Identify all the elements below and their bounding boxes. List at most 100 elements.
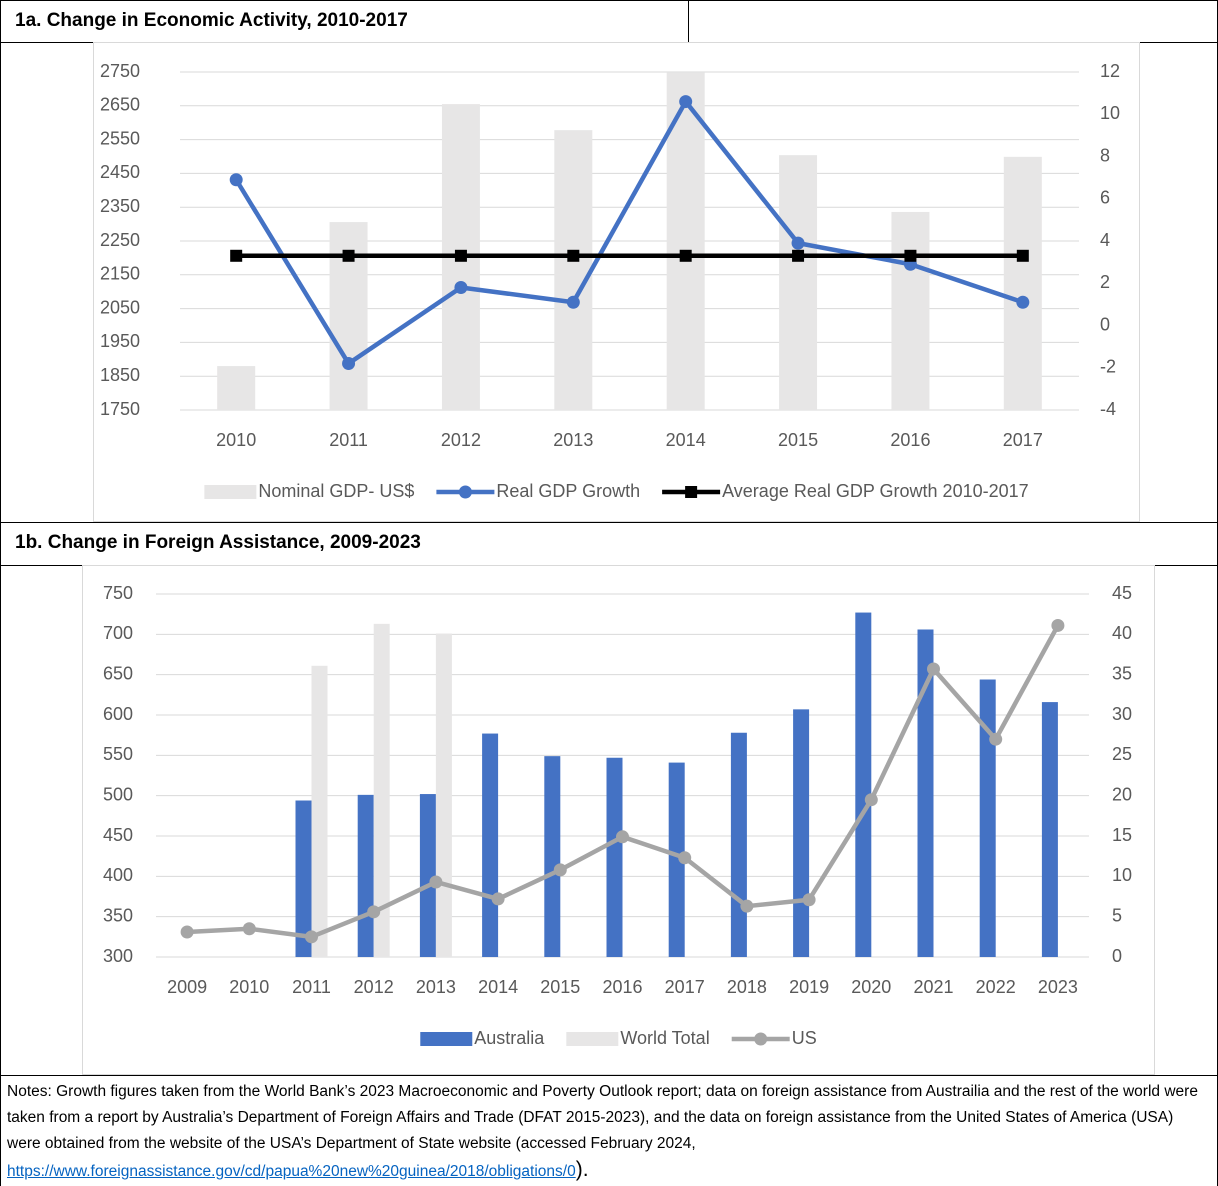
bar <box>295 800 312 957</box>
y2-tick-label: 20 <box>1112 784 1132 804</box>
chart-title: 1a. Change in Economic Activity, 2010-20… <box>15 10 408 31</box>
y2-tick-label: 40 <box>1112 623 1132 643</box>
x-tick-label: 2013 <box>416 977 456 997</box>
legend-label: Average Real GDP Growth 2010-2017 <box>722 481 1029 501</box>
y-tick-label: 2750 <box>100 61 140 81</box>
y-tick-label: 1750 <box>100 399 140 419</box>
marker <box>791 236 805 250</box>
x-tick-label: 2023 <box>1038 977 1078 997</box>
bar <box>311 665 328 957</box>
marker <box>342 357 356 371</box>
bar <box>544 756 561 957</box>
y2-tick-label: 30 <box>1112 704 1132 724</box>
marker <box>242 922 256 936</box>
legend-label: US <box>792 1028 817 1048</box>
y2-tick-label: -4 <box>1100 399 1116 419</box>
y2-tick-label: 6 <box>1100 188 1110 208</box>
x-tick-label: 2015 <box>778 430 818 450</box>
marker <box>616 830 629 844</box>
marker <box>904 249 917 262</box>
x-tick-label: 2010 <box>216 430 256 450</box>
chart-frame <box>93 42 1140 522</box>
x-tick-label: 2018 <box>727 977 767 997</box>
y2-tick-label: 45 <box>1112 583 1132 603</box>
bar <box>891 211 930 410</box>
bar <box>855 612 872 957</box>
bar <box>668 762 685 957</box>
y-tick-label: 2350 <box>100 196 140 216</box>
marker <box>740 899 754 913</box>
marker <box>180 925 194 939</box>
bar <box>419 794 436 957</box>
y2-tick-label: 10 <box>1100 103 1120 123</box>
legend-swatch <box>420 1032 473 1046</box>
legend-swatch <box>204 485 257 499</box>
marker <box>678 851 692 865</box>
x-tick-label: 2011 <box>292 977 331 997</box>
y-tick-label: 550 <box>103 744 133 764</box>
x-tick-label: 2012 <box>354 977 394 997</box>
notes-text: Notes: Growth figures taken from the Wor… <box>7 1083 1198 1152</box>
chart-frame <box>82 565 1155 1075</box>
y-tick-label: 1950 <box>100 331 140 351</box>
y2-tick-label: 2 <box>1100 272 1110 292</box>
link[interactable]: https://www.foreignassistance.gov/cd/pap… <box>7 1163 576 1180</box>
x-tick-label: 2017 <box>665 977 705 997</box>
x-tick-label: 2010 <box>229 977 269 997</box>
marker <box>305 930 318 944</box>
marker <box>679 95 693 109</box>
y-tick-label: 2150 <box>100 264 140 284</box>
chart: 300 350 400 450 500 550 600 650 700 750 0 5 10 15 20 25… <box>103 583 1132 1048</box>
chart: 1750 1850 1950 2050 2150 2250 2350 2450 2550 2650… <box>100 61 1120 501</box>
y-tick-label: 500 <box>103 784 133 804</box>
legend: Nominal GDP- US$ Real GDP Growth Average R… <box>204 481 1029 501</box>
marker <box>754 1032 768 1046</box>
section-header: 1a. Change in Economic Activity, 2010-20… <box>0 0 1218 43</box>
legend-label: Nominal GDP- US$ <box>258 481 414 501</box>
chart-title: 1b. Change in Foreign Assistance, 2009-2… <box>15 532 421 553</box>
marker <box>553 863 567 877</box>
y-tick-label: 450 <box>103 825 133 845</box>
section-header: 1b. Change in Foreign Assistance, 2009-2… <box>0 522 1218 566</box>
y-tick-label: 300 <box>103 946 133 966</box>
y-tick-label: 2550 <box>100 128 140 148</box>
marker <box>989 732 1003 746</box>
y-tick-label: 2050 <box>100 297 140 317</box>
y2-tick-label: 12 <box>1100 61 1120 81</box>
legend-label: World Total <box>620 1028 709 1048</box>
x-tick-label: 2012 <box>441 430 481 450</box>
y-tick-label: 2650 <box>100 95 140 115</box>
y2-tick-label: 8 <box>1100 145 1110 165</box>
divider <box>688 0 689 43</box>
y-tick-label: 750 <box>103 583 133 603</box>
y-tick-label: 1850 <box>100 365 140 385</box>
x-tick-label: 2015 <box>540 977 580 997</box>
notes-tail: ). <box>575 1158 589 1181</box>
marker <box>1016 249 1029 262</box>
bar <box>1041 702 1058 957</box>
bar <box>482 733 499 957</box>
bar <box>1003 156 1042 410</box>
x-tick-label: 2011 <box>329 430 368 450</box>
marker <box>927 662 940 676</box>
x-tick-label: 2020 <box>851 977 891 997</box>
y-tick-label: 600 <box>103 704 133 724</box>
marker <box>454 280 468 294</box>
bar <box>435 633 452 957</box>
bar <box>793 709 810 957</box>
y2-tick-label: 15 <box>1112 825 1132 845</box>
y2-tick-label: 5 <box>1112 905 1122 925</box>
bar <box>554 130 593 411</box>
y2-tick-label: 10 <box>1112 865 1132 885</box>
marker <box>802 893 816 907</box>
legend: Australia World Total US <box>420 1028 817 1048</box>
bar <box>373 623 390 957</box>
x-tick-label: 2017 <box>1003 430 1043 450</box>
x-tick-label: 2014 <box>666 430 706 450</box>
legend-label: Australia <box>474 1028 545 1048</box>
marker <box>679 249 692 262</box>
marker <box>1016 295 1030 309</box>
x-tick-label: 2016 <box>890 430 930 450</box>
y-tick-label: 350 <box>103 905 133 925</box>
